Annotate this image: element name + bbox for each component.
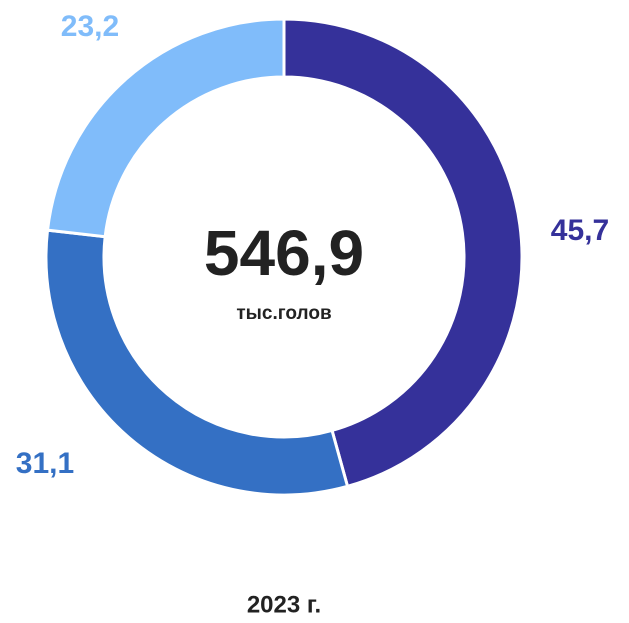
data-label: 45,7 [551,214,609,247]
chart-title: 2023 г. [247,591,321,618]
donut-segment [45,17,286,239]
donut-segment [44,228,350,497]
data-label: 31,1 [16,447,74,480]
center-unit: тыс.голов [236,303,331,324]
data-label: 23,2 [61,10,119,43]
center-value: 546,9 [204,217,364,289]
donut-segment [282,17,524,489]
